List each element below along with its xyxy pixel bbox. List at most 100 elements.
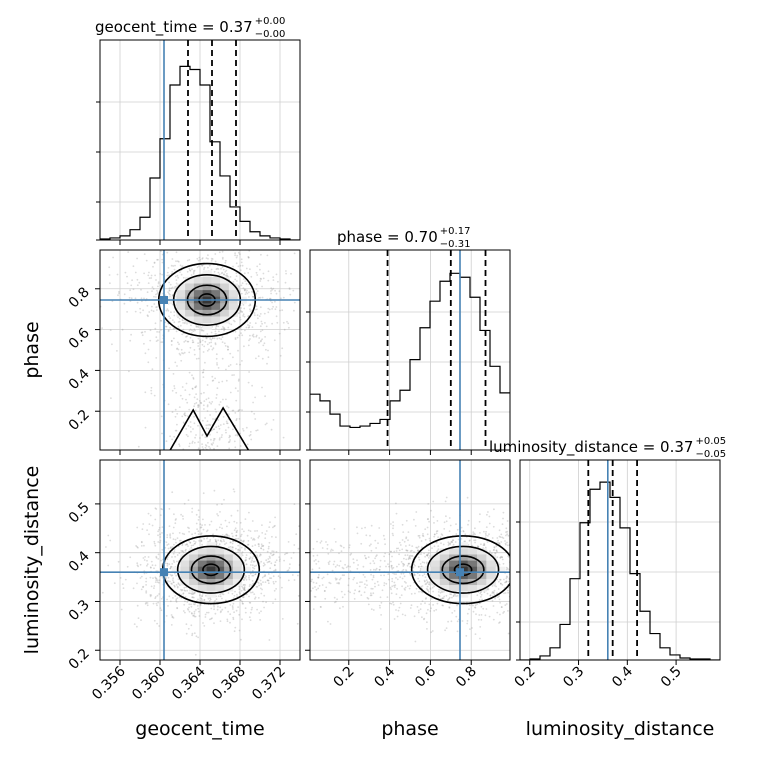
- sample-point: [512, 537, 514, 539]
- sample-point: [193, 422, 196, 425]
- sample-point: [202, 622, 204, 624]
- sample-point: [191, 329, 193, 332]
- sample-point: [204, 446, 207, 449]
- sample-point: [210, 443, 213, 445]
- sample-point: [234, 434, 237, 437]
- sample-point: [208, 600, 211, 602]
- sample-point: [209, 414, 212, 416]
- sample-point: [328, 560, 331, 563]
- sample-point: [426, 585, 429, 588]
- sample-point: [379, 565, 382, 568]
- sample-point: [218, 381, 220, 384]
- sample-point: [472, 610, 475, 613]
- sample-point: [456, 620, 459, 623]
- sample-point: [423, 561, 426, 564]
- sample-point: [259, 579, 262, 582]
- sample-point: [254, 308, 257, 311]
- sample-point: [250, 561, 253, 563]
- sample-point: [204, 436, 207, 439]
- sample-point: [449, 593, 451, 595]
- sample-point: [186, 589, 189, 592]
- density-cell: [477, 548, 487, 555]
- histogram-step-geocent_time: [100, 65, 300, 240]
- sample-point: [168, 287, 171, 290]
- density-cell: [211, 303, 221, 311]
- sample-point: [386, 596, 389, 598]
- sample-point: [278, 556, 281, 558]
- density-cell: [430, 554, 441, 561]
- density-cell: [193, 316, 204, 324]
- sample-point: [292, 289, 295, 292]
- sample-point: [216, 387, 219, 390]
- sample-point: [428, 583, 431, 586]
- sample-point: [460, 538, 463, 540]
- sample-point: [124, 578, 127, 581]
- sample-point: [266, 362, 268, 365]
- sample-point: [168, 315, 170, 318]
- sample-point: [228, 447, 231, 450]
- sample-point: [316, 554, 319, 557]
- sample-point: [260, 543, 263, 546]
- panels-layer: [95, 39, 721, 665]
- sample-point: [423, 552, 425, 555]
- sample-point: [256, 585, 259, 588]
- sample-point: [173, 337, 175, 340]
- sample-point: [370, 587, 373, 590]
- sample-point: [409, 574, 412, 576]
- sample-point: [369, 534, 371, 537]
- sample-point: [195, 522, 198, 525]
- sample-point: [451, 612, 454, 614]
- sample-point: [385, 582, 388, 585]
- sample-point: [227, 610, 230, 613]
- sample-point: [259, 330, 262, 333]
- sample-point: [478, 520, 481, 523]
- sample-point: [214, 408, 217, 411]
- sample-point: [187, 425, 190, 427]
- sample-point: [420, 546, 423, 549]
- sample-point: [155, 279, 157, 281]
- sample-point: [231, 546, 234, 549]
- sample-point: [148, 311, 151, 313]
- sample-point: [259, 268, 261, 271]
- sample-point: [380, 614, 382, 616]
- sample-point: [334, 577, 337, 580]
- sample-point: [170, 340, 173, 343]
- sample-point: [420, 553, 422, 556]
- y-axis-label-phase: phase: [21, 321, 43, 378]
- x-tick-label-geocent_time: 0.368: [209, 664, 249, 704]
- sample-point: [220, 540, 223, 543]
- sample-point: [146, 314, 149, 317]
- sample-point: [262, 344, 265, 347]
- sample-point: [352, 578, 355, 581]
- sample-point: [205, 398, 208, 401]
- sample-point: [240, 310, 243, 313]
- sample-point: [168, 289, 171, 292]
- sample-point: [200, 526, 203, 529]
- sample-point: [428, 581, 431, 584]
- sample-point: [287, 569, 290, 572]
- sample-point: [243, 589, 246, 592]
- sample-point: [171, 574, 174, 577]
- x-tick-label-luminosity_distance: 0.4: [609, 663, 636, 690]
- sample-point: [176, 348, 178, 350]
- sample-point: [193, 612, 196, 615]
- sample-point: [181, 352, 183, 354]
- sample-point: [241, 618, 243, 621]
- sample-point: [169, 293, 171, 296]
- sample-point: [183, 533, 186, 536]
- sample-point: [181, 415, 184, 418]
- sample-point: [141, 334, 144, 337]
- sample-point: [248, 434, 251, 437]
- sample-point: [423, 579, 426, 582]
- sample-point: [176, 260, 179, 263]
- sample-point: [211, 401, 214, 403]
- density-cell: [439, 554, 450, 561]
- sample-point: [167, 573, 170, 575]
- sample-point: [399, 602, 402, 605]
- sample-point: [389, 550, 392, 553]
- sample-point: [161, 576, 164, 579]
- sample-point: [381, 589, 384, 592]
- sample-point: [191, 596, 194, 599]
- sample-point: [432, 604, 434, 606]
- sample-point: [259, 296, 262, 299]
